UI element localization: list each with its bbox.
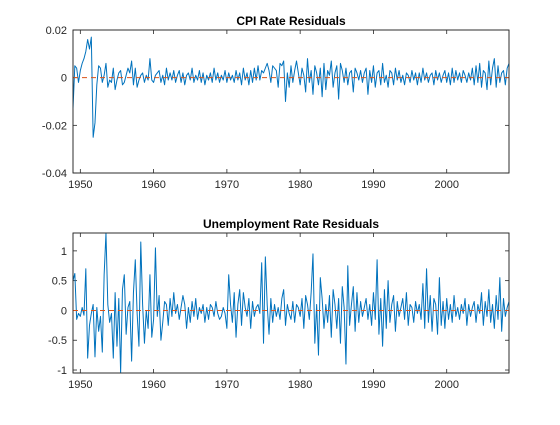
cpi-y-tick-label: 0.02: [46, 25, 67, 37]
unemployment-y-tick-label: 0.5: [52, 276, 67, 288]
unemployment-y-tick-label: -0.5: [48, 335, 67, 347]
cpi-chart-title: CPI Rate Residuals: [236, 14, 346, 28]
cpi-residuals-axes: CPI Rate Residuals 1950 1960 1970 1980 1990 2…: [42, 14, 510, 191]
cpi-y-tick-label: -0.02: [42, 120, 67, 132]
unemployment-y-tick-label: 1: [61, 246, 67, 258]
unemployment-x-tick-label: 1960: [141, 379, 165, 391]
cpi-x-tick-label: 1950: [68, 179, 92, 191]
unemployment-x-tick-label: 1950: [68, 379, 92, 391]
cpi-x-tick-label: 1980: [288, 179, 312, 191]
unemployment-axes-box: [72, 232, 510, 374]
cpi-x-tick-label: 2000: [434, 179, 458, 191]
unemployment-y-tick-label: -1: [57, 365, 67, 377]
cpi-x-tick-label: 1970: [215, 179, 239, 191]
unemployment-axes-frame: [72, 232, 510, 374]
unemployment-x-tick-label: 1980: [288, 379, 312, 391]
cpi-y-tick-label: 0: [61, 73, 67, 85]
unemployment-residual-series-line: [73, 233, 509, 373]
unemployment-x-tick-label: 2000: [434, 379, 458, 391]
cpi-x-tick-label: 1960: [141, 179, 165, 191]
cpi-axes-frame: [72, 29, 510, 174]
unemployment-x-tick-label: 1970: [215, 379, 239, 391]
unemployment-residuals-axes: Unemployment Rate Residuals 1950 1960 1970…: [48, 217, 510, 391]
unemployment-y-tick-label: 0: [61, 305, 67, 317]
cpi-y-tick-label: -0.04: [42, 168, 67, 180]
cpi-axes-box: [72, 29, 510, 174]
cpi-x-tick-label: 1990: [361, 179, 385, 191]
unemployment-chart-title: Unemployment Rate Residuals: [203, 217, 379, 231]
unemployment-x-tick-label: 1990: [361, 379, 385, 391]
